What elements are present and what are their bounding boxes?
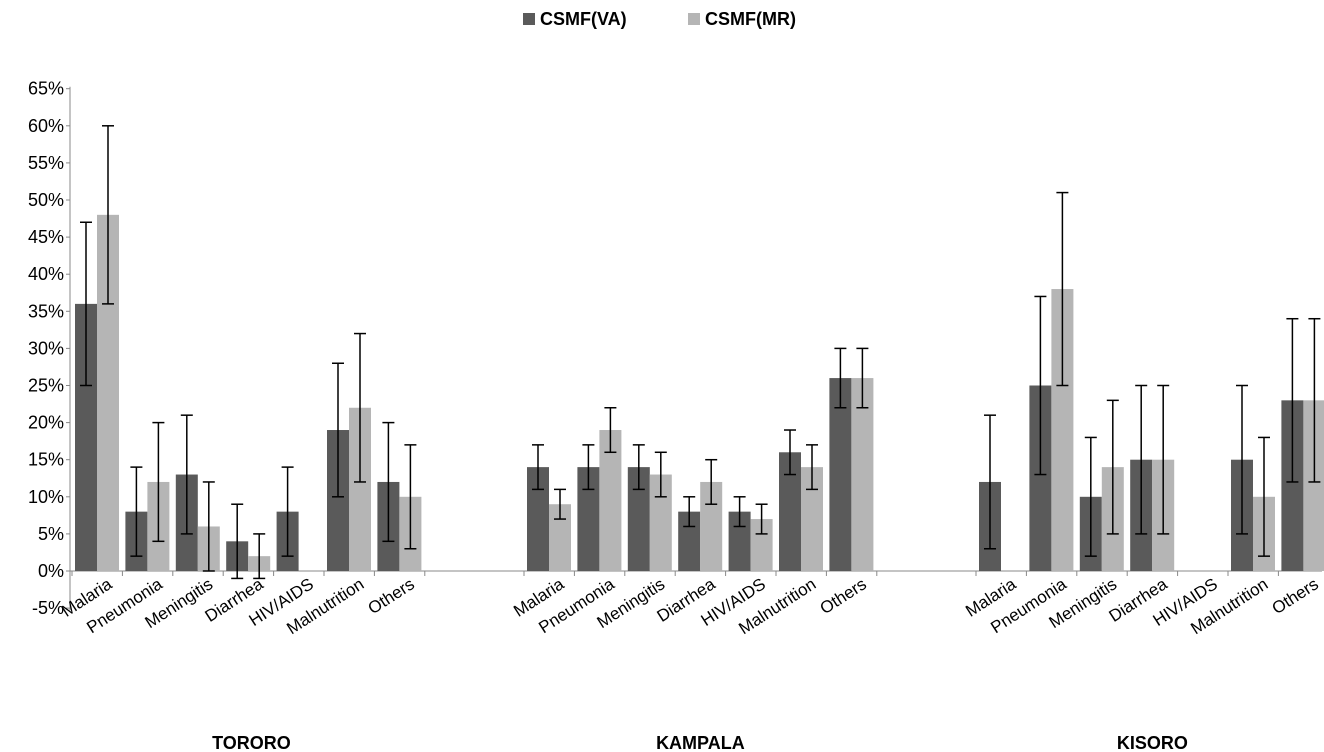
bar — [801, 467, 823, 571]
bar — [750, 519, 773, 571]
bar — [75, 303, 97, 571]
bar — [851, 378, 874, 571]
bar — [527, 467, 549, 571]
category-labels: MalariaPneumoniaMeningitisDiarrheaHIV/AI… — [58, 574, 1322, 638]
y-tick-label: 35% — [28, 301, 64, 321]
legend-label: CSMF(VA) — [540, 9, 627, 29]
bar — [1029, 385, 1052, 571]
y-tick-label: 25% — [28, 376, 64, 396]
bar — [327, 430, 349, 571]
category-label: Others — [1269, 574, 1322, 618]
legend-label: CSMF(MR) — [705, 9, 796, 29]
bar — [829, 378, 852, 571]
y-tick-label: 0% — [38, 561, 64, 581]
legend: CSMF(VA) CSMF(MR) — [523, 9, 796, 29]
y-tick-label: 50% — [28, 190, 64, 210]
bar — [549, 504, 571, 571]
y-tick-label: 65% — [28, 79, 64, 99]
bar — [599, 430, 622, 571]
y-tick-label: 5% — [38, 524, 64, 544]
y-tick-label: -5% — [32, 598, 64, 618]
y-tick-label: 30% — [28, 338, 64, 358]
y-tick-label: 55% — [28, 153, 64, 173]
legend-swatch — [523, 13, 535, 25]
y-axis: -5% 0% 5% 10% 15% 20% 25% 30% 35% 40% 45% 50% 55% 60%… — [28, 79, 1322, 618]
bar — [649, 474, 672, 571]
y-tick-label: 40% — [28, 264, 64, 284]
y-tick-label: 15% — [28, 450, 64, 470]
bar — [1051, 289, 1074, 571]
group-label: KAMPALA — [656, 733, 745, 752]
group-label: KISORO — [1117, 733, 1188, 752]
group-label: TORORO — [212, 733, 291, 752]
plot-area — [71, 125, 1324, 580]
bar — [627, 467, 650, 571]
y-tick-label: 45% — [28, 227, 64, 247]
bar — [779, 452, 801, 571]
y-tick-label: 20% — [28, 413, 64, 433]
y-tick-label: 10% — [28, 487, 64, 507]
bar — [577, 467, 600, 571]
y-tick-label: 60% — [28, 116, 64, 136]
group-labels: TORORO KAMPALA KISORO — [212, 733, 1188, 752]
bar — [1281, 400, 1304, 571]
bar — [1303, 400, 1324, 571]
category-label: Others — [817, 574, 870, 618]
legend-swatch — [688, 13, 700, 25]
bar — [349, 407, 371, 571]
category-label: Others — [365, 574, 418, 618]
